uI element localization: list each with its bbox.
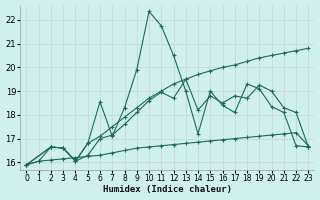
X-axis label: Humidex (Indice chaleur): Humidex (Indice chaleur) <box>103 185 232 194</box>
